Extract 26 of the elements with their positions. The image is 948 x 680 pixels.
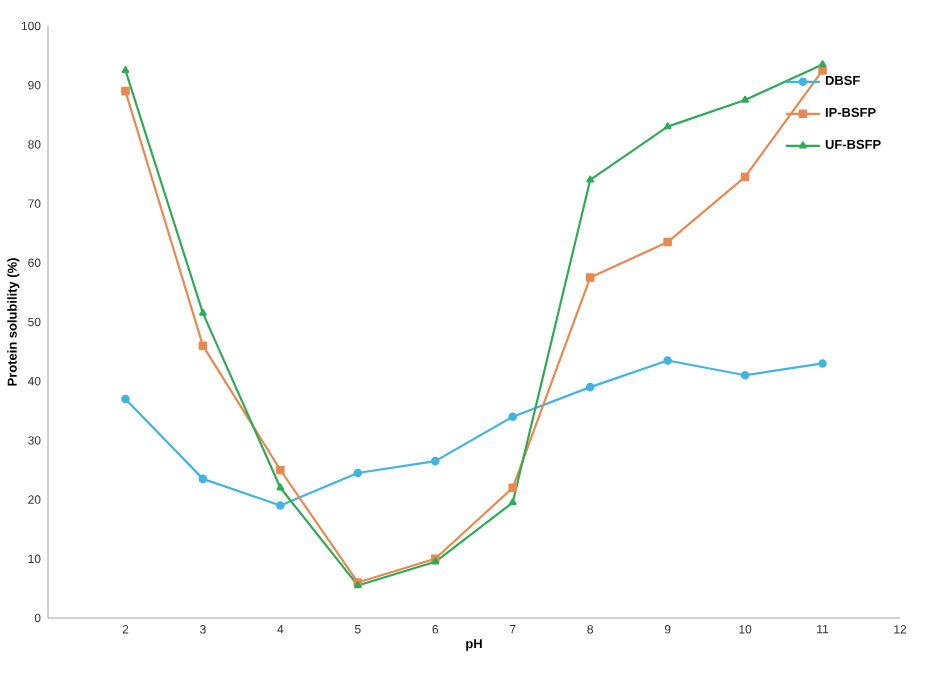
point (508, 483, 518, 493)
point (508, 498, 517, 506)
point (740, 172, 750, 182)
point (198, 341, 208, 350)
point (818, 359, 827, 368)
point (818, 66, 827, 75)
point (121, 66, 130, 74)
point (663, 122, 672, 130)
point (121, 394, 130, 404)
point (121, 86, 130, 96)
point (430, 456, 440, 466)
point (199, 308, 207, 316)
point (740, 370, 750, 380)
point (276, 501, 285, 510)
point (585, 273, 595, 282)
point (198, 474, 208, 484)
point (353, 468, 363, 478)
point (663, 237, 672, 247)
point (585, 382, 595, 392)
point (276, 465, 285, 475)
point (508, 412, 518, 422)
point (586, 175, 595, 183)
point (741, 95, 749, 103)
point (276, 483, 285, 491)
point (663, 356, 672, 365)
point (818, 60, 827, 68)
